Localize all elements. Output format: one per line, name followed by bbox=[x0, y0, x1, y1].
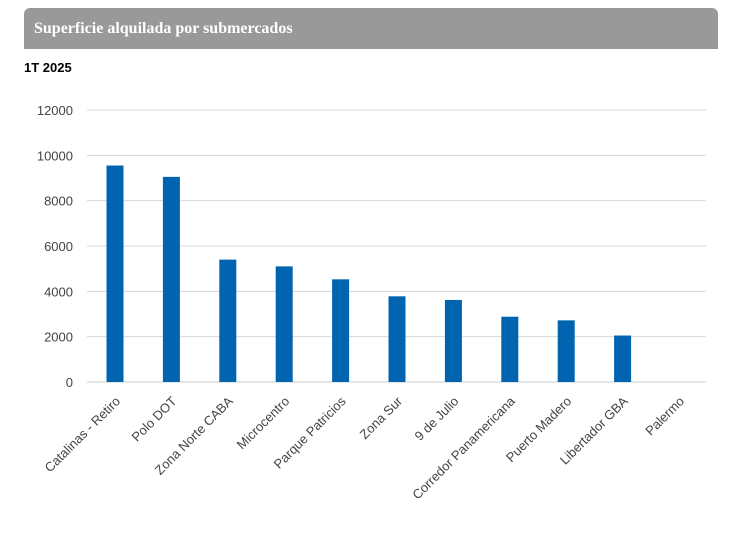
bar bbox=[332, 279, 350, 382]
x-category-label: Palermo bbox=[642, 394, 687, 439]
y-tick-label: 8000 bbox=[44, 194, 73, 209]
x-category-label: Polo DOT bbox=[129, 393, 180, 444]
y-tick-label: 0 bbox=[66, 375, 73, 390]
y-tick-label: 12000 bbox=[37, 103, 73, 118]
bar bbox=[162, 176, 180, 382]
bar bbox=[388, 296, 406, 382]
bar bbox=[444, 299, 462, 382]
gridlines bbox=[87, 109, 706, 383]
chart-header: Superficie alquilada por submercados bbox=[24, 8, 718, 49]
bar bbox=[614, 335, 632, 382]
bars bbox=[106, 165, 632, 382]
y-tick-label: 2000 bbox=[44, 330, 73, 345]
y-tick-label: 6000 bbox=[44, 239, 73, 254]
bar bbox=[275, 266, 293, 382]
y-axis-ticks: 0 2000 4000 6000 8000 10000 12000 bbox=[37, 103, 73, 390]
bar bbox=[219, 259, 237, 382]
x-category-label: Corredor Panamericana bbox=[409, 393, 518, 502]
bar bbox=[557, 320, 575, 382]
bar bbox=[106, 165, 124, 382]
x-category-label: Zona Sur bbox=[357, 393, 406, 442]
period-label: 1T 2025 bbox=[24, 60, 72, 75]
y-tick-label: 4000 bbox=[44, 284, 73, 299]
bar bbox=[501, 316, 519, 382]
x-category-label: 9 de Julio bbox=[412, 394, 462, 444]
x-category-label: Microcentro bbox=[234, 394, 293, 453]
chart-title: Superficie alquilada por submercados bbox=[34, 20, 293, 37]
y-tick-label: 10000 bbox=[37, 148, 73, 163]
x-category-label: Catalinas - Retiro bbox=[41, 394, 123, 476]
